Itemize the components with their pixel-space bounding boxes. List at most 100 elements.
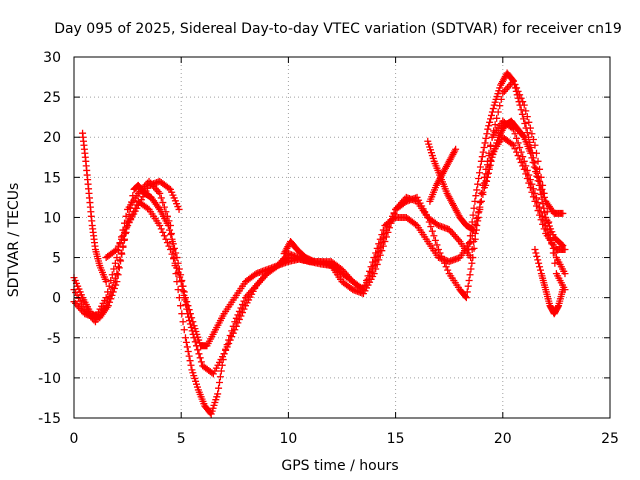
data-point [536, 186, 544, 194]
data-point [512, 87, 520, 95]
data-point [182, 301, 190, 309]
y-tick-label: 15 [43, 170, 61, 186]
data-point [187, 361, 195, 369]
data-point [467, 265, 475, 273]
data-point [513, 134, 521, 142]
data-point [517, 106, 525, 114]
data-point [372, 249, 380, 257]
data-point [526, 184, 534, 192]
y-tick-label: 10 [43, 210, 61, 226]
data-point [464, 282, 472, 290]
data-point [183, 343, 191, 351]
data-point [438, 252, 446, 260]
data-point [370, 270, 378, 278]
data-point [170, 244, 178, 252]
data-point [430, 232, 438, 240]
data-point [532, 194, 540, 202]
data-point [476, 205, 484, 213]
y-tick-label: -5 [47, 331, 61, 347]
data-point [531, 189, 539, 197]
x-tick-label: 20 [494, 431, 512, 447]
data-point [559, 242, 567, 250]
data-point [487, 157, 495, 165]
data-point [433, 241, 441, 249]
data-point [238, 309, 246, 317]
data-point [237, 312, 245, 320]
data-point [539, 200, 547, 208]
series-track-h [426, 145, 460, 205]
data-point [219, 356, 227, 364]
data-point [559, 286, 567, 294]
data-point [232, 314, 240, 322]
data-point [534, 177, 542, 185]
data-point [119, 232, 127, 240]
series-track-c [70, 77, 569, 418]
data-point [484, 125, 492, 133]
y-tick-label: -10 [38, 371, 61, 387]
data-point [240, 305, 248, 313]
data-point [528, 188, 536, 196]
plot-frame [73, 56, 611, 419]
data-point [541, 209, 549, 217]
data-point [157, 194, 165, 202]
data-point [376, 251, 384, 259]
data-point [122, 225, 130, 233]
data-point [159, 228, 167, 236]
data-point [234, 311, 242, 319]
data-point [117, 235, 125, 243]
data-point [441, 259, 449, 267]
data-point [517, 158, 525, 166]
data-point [520, 157, 528, 165]
data-point [162, 235, 170, 243]
data-point [156, 221, 164, 229]
data-point [113, 278, 121, 286]
data-point [523, 174, 531, 182]
data-point [539, 220, 547, 228]
data-point [114, 242, 122, 250]
data-point [483, 130, 491, 138]
data-point [483, 177, 491, 185]
data-point [536, 211, 544, 219]
series-track-k [531, 246, 567, 318]
data-point [519, 153, 527, 161]
x-tick-label: 25 [601, 431, 619, 447]
x-tick-labels: 0 5 10 15 20 25 [70, 431, 619, 447]
data-point [540, 225, 548, 233]
data-point [431, 236, 439, 244]
data-point [520, 165, 528, 173]
data-point [465, 276, 473, 284]
data-point [461, 293, 469, 301]
data-point [516, 144, 524, 152]
data-point [476, 163, 484, 171]
data-point [534, 207, 542, 215]
data-point [491, 121, 499, 129]
data-point [439, 256, 447, 264]
data-point [375, 240, 383, 248]
data-point [111, 247, 119, 255]
data-point [181, 334, 189, 342]
data-point [478, 153, 486, 161]
data-point [185, 313, 193, 321]
data-point [469, 211, 477, 219]
data-point [163, 212, 171, 220]
data-point [384, 228, 392, 236]
data-point [487, 111, 495, 119]
data-point [521, 119, 529, 127]
data-point [528, 154, 536, 162]
data-point [515, 98, 523, 106]
data-point [234, 319, 242, 327]
series-track-g [424, 137, 477, 233]
data-point [157, 225, 165, 233]
data-point [379, 242, 387, 250]
data-point [485, 122, 493, 130]
data-point [531, 141, 539, 149]
data-point [510, 77, 518, 85]
data-point [197, 358, 205, 366]
data-point [115, 264, 123, 272]
data-point [165, 242, 173, 250]
data-point [175, 205, 183, 213]
data-point [482, 181, 490, 189]
data-point [471, 229, 479, 237]
data-point [520, 115, 528, 123]
